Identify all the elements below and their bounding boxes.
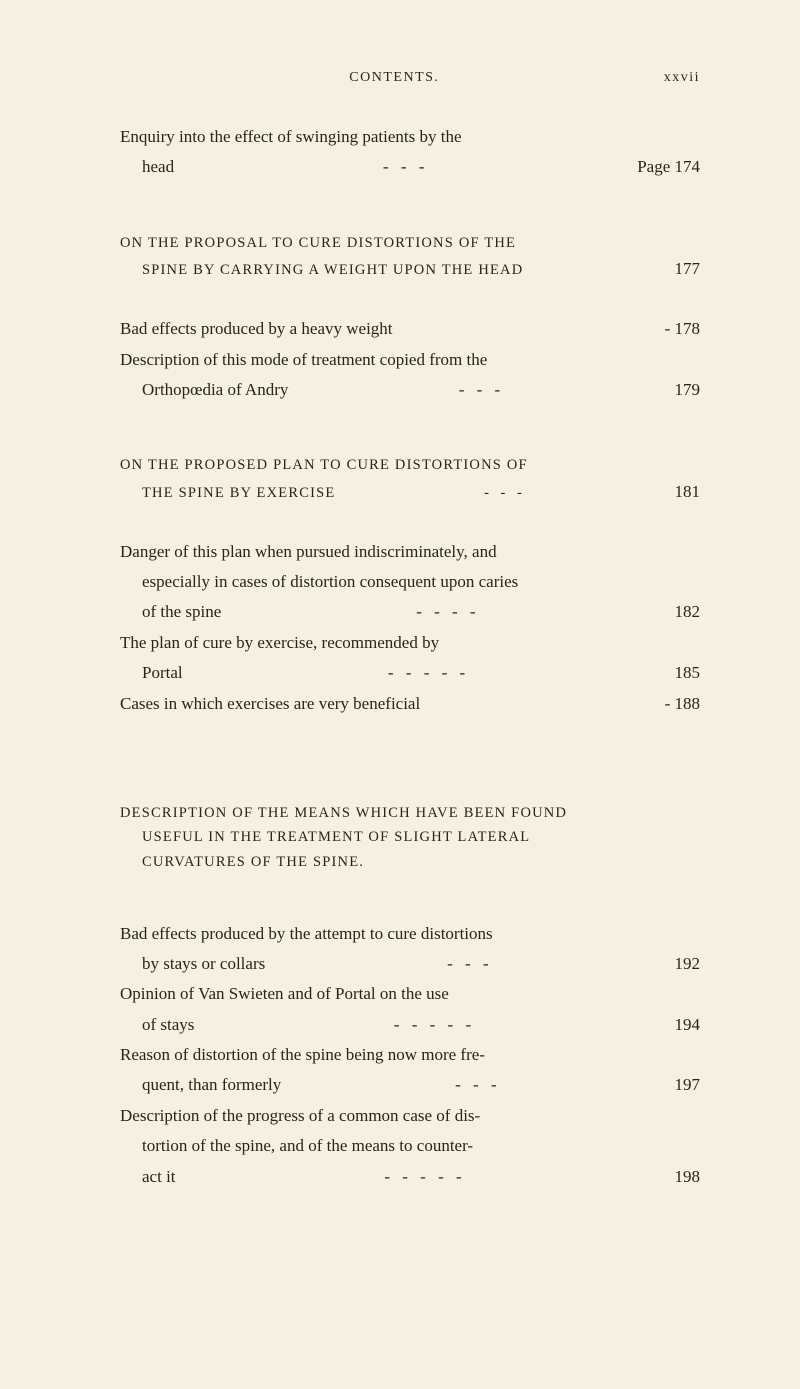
section-page: 177 bbox=[675, 255, 701, 284]
section-line: CURVATURES OF THE SPINE. bbox=[120, 850, 700, 875]
entry-text: Description of this mode of treatment co… bbox=[120, 347, 487, 373]
section-text: SPINE BY CARRYING A WEIGHT UPON THE HEAD bbox=[142, 258, 523, 283]
section-line: DESCRIPTION OF THE MEANS WHICH HAVE BEEN… bbox=[120, 801, 700, 826]
toc-entry-cont: by stays or collars - - - 192 bbox=[120, 951, 700, 977]
entry-text: especially in cases of distortion conseq… bbox=[142, 569, 518, 595]
toc-entry: Enquiry into the effect of swinging pati… bbox=[120, 124, 700, 150]
entry-text: Portal bbox=[142, 660, 183, 686]
entry-page: 197 bbox=[675, 1072, 701, 1098]
toc-entry-cont: tortion of the spine, and of the means t… bbox=[120, 1133, 700, 1159]
entry-text: Opinion of Van Swieten and of Portal on … bbox=[120, 981, 449, 1007]
toc-entry: The plan of cure by exercise, recommende… bbox=[120, 630, 700, 656]
entry-page: - 178 bbox=[665, 316, 700, 342]
leader-dashes: - - - - - bbox=[176, 1164, 675, 1190]
entry-page: 194 bbox=[675, 1012, 701, 1038]
toc-entry: Opinion of Van Swieten and of Portal on … bbox=[120, 981, 700, 1007]
section-line: ON THE PROPOSAL TO CURE DISTORTIONS OF T… bbox=[120, 231, 700, 256]
toc-entry-cont: head - - - Page 174 bbox=[120, 154, 700, 180]
running-header: CONTENTS. xxvii bbox=[120, 70, 700, 86]
leader-dashes: - - - - - bbox=[183, 660, 675, 686]
toc-entry: Description of the progress of a common … bbox=[120, 1103, 700, 1129]
entry-text: tortion of the spine, and of the means t… bbox=[142, 1133, 473, 1159]
toc-entry-cont: Orthopœdia of Andry - - - 179 bbox=[120, 377, 700, 403]
section-heading: DESCRIPTION OF THE MEANS WHICH HAVE BEEN… bbox=[120, 801, 700, 875]
toc-entry-cont: of the spine - - - - 182 bbox=[120, 599, 700, 625]
toc-entry-cont: act it - - - - - 198 bbox=[120, 1164, 700, 1190]
entry-text: The plan of cure by exercise, recommende… bbox=[120, 630, 439, 656]
header-title: CONTENTS. bbox=[349, 70, 439, 86]
section-heading: ON THE PROPOSED PLAN TO CURE DISTORTIONS… bbox=[120, 453, 700, 507]
toc-entry: Description of this mode of treatment co… bbox=[120, 347, 700, 373]
toc-entry-cont: especially in cases of distortion conseq… bbox=[120, 569, 700, 595]
section-heading: ON THE PROPOSAL TO CURE DISTORTIONS OF T… bbox=[120, 231, 700, 285]
toc-entry-cont: of stays - - - - - 194 bbox=[120, 1012, 700, 1038]
entry-page: Page 174 bbox=[637, 154, 700, 180]
entry-text: by stays or collars bbox=[142, 951, 265, 977]
toc-entry: Bad effects produced by the attempt to c… bbox=[120, 921, 700, 947]
entry-text: Bad effects produced by a heavy weight bbox=[120, 316, 393, 342]
section-line: SPINE BY CARRYING A WEIGHT UPON THE HEAD… bbox=[120, 255, 700, 284]
toc-entry-cont: quent, than formerly - - - 197 bbox=[120, 1072, 700, 1098]
header-spacer bbox=[120, 70, 125, 86]
entry-text: of stays bbox=[142, 1012, 194, 1038]
toc-entry: Danger of this plan when pursued indiscr… bbox=[120, 539, 700, 565]
leader-dashes: - - - bbox=[174, 154, 637, 180]
entry-text: Reason of distortion of the spine being … bbox=[120, 1042, 485, 1068]
entry-page: 198 bbox=[675, 1164, 701, 1190]
entry-text: Description of the progress of a common … bbox=[120, 1103, 480, 1129]
entry-text: quent, than formerly bbox=[142, 1072, 281, 1098]
leader-dashes: - - - bbox=[335, 481, 674, 506]
leader-dashes: - - - bbox=[281, 1072, 674, 1098]
section-line: ON THE PROPOSED PLAN TO CURE DISTORTIONS… bbox=[120, 453, 700, 478]
entry-page: 185 bbox=[675, 660, 701, 686]
leader-dashes: - - - bbox=[288, 377, 674, 403]
leader-dashes: - - - - bbox=[221, 599, 674, 625]
entry-text: Danger of this plan when pursued indiscr… bbox=[120, 539, 497, 565]
toc-entry: Bad effects produced by a heavy weight -… bbox=[120, 316, 700, 342]
entry-text: Cases in which exercises are very benefi… bbox=[120, 691, 420, 717]
entry-text: of the spine bbox=[142, 599, 221, 625]
entry-page: 182 bbox=[675, 599, 701, 625]
entry-text: act it bbox=[142, 1164, 176, 1190]
entry-page: 179 bbox=[675, 377, 701, 403]
section-line: THE SPINE BY EXERCISE - - - 181 bbox=[120, 478, 700, 507]
header-page-number: xxvii bbox=[664, 70, 700, 86]
entry-page: - 188 bbox=[665, 691, 700, 717]
entry-text: Enquiry into the effect of swinging pati… bbox=[120, 124, 462, 150]
section-line: USEFUL IN THE TREATMENT OF SLIGHT LATERA… bbox=[120, 825, 700, 850]
leader-dashes: - - - - - bbox=[194, 1012, 674, 1038]
toc-entry: Reason of distortion of the spine being … bbox=[120, 1042, 700, 1068]
toc-entry: Cases in which exercises are very benefi… bbox=[120, 691, 700, 717]
leader-dashes: - - - bbox=[265, 951, 674, 977]
entry-text: Bad effects produced by the attempt to c… bbox=[120, 921, 493, 947]
entry-text: head bbox=[142, 154, 174, 180]
section-text: THE SPINE BY EXERCISE bbox=[142, 481, 335, 506]
entry-page: 192 bbox=[675, 951, 701, 977]
toc-entry-cont: Portal - - - - - 185 bbox=[120, 660, 700, 686]
section-page: 181 bbox=[675, 478, 701, 507]
entry-text: Orthopœdia of Andry bbox=[142, 377, 288, 403]
page: CONTENTS. xxvii Enquiry into the effect … bbox=[0, 0, 800, 1389]
